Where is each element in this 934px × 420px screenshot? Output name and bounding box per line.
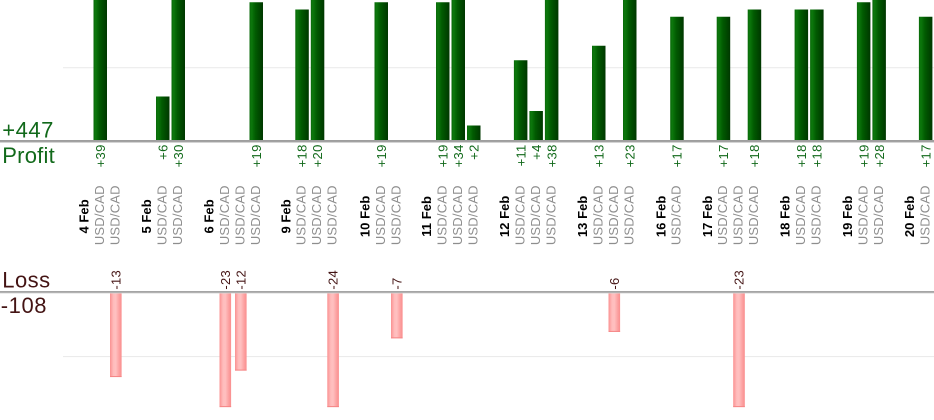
svg-text:12 Feb: 12 Feb	[497, 196, 512, 237]
svg-text:USD/CAD: USD/CAD	[232, 185, 247, 245]
svg-text:-7: -7	[389, 277, 404, 289]
svg-text:USD/CAD: USD/CAD	[154, 185, 169, 245]
svg-text:+18: +18	[809, 144, 824, 167]
svg-text:+13: +13	[591, 144, 606, 167]
svg-text:+18: +18	[747, 144, 762, 167]
svg-text:USD/CAD: USD/CAD	[325, 185, 340, 245]
svg-text:USD/CAD: USD/CAD	[528, 185, 543, 245]
svg-text:10 Feb: 10 Feb	[358, 196, 373, 237]
svg-text:USD/CAD: USD/CAD	[92, 185, 107, 245]
svg-text:+30: +30	[171, 144, 186, 167]
svg-text:USD/CAD: USD/CAD	[543, 185, 558, 245]
svg-text:13 Feb: 13 Feb	[575, 196, 590, 237]
svg-text:USD/CAD: USD/CAD	[731, 185, 746, 245]
svg-text:+19: +19	[435, 144, 450, 167]
svg-text:Loss: Loss	[2, 268, 50, 293]
svg-text:-24: -24	[326, 270, 341, 290]
svg-text:USD/CAD: USD/CAD	[107, 185, 122, 245]
svg-text:19 Feb: 19 Feb	[840, 196, 855, 237]
svg-text:+447: +447	[2, 118, 54, 143]
svg-text:+28: +28	[872, 144, 887, 167]
svg-text:9 Feb: 9 Feb	[278, 199, 293, 233]
svg-text:USD/CAD: USD/CAD	[170, 185, 185, 245]
svg-text:+17: +17	[716, 144, 731, 167]
svg-text:11 Feb: 11 Feb	[419, 196, 434, 237]
svg-text:+34: +34	[451, 144, 466, 167]
svg-text:USD/CAD: USD/CAD	[621, 185, 636, 245]
svg-text:+6: +6	[155, 144, 170, 159]
svg-text:-13: -13	[108, 270, 123, 290]
svg-text:+19: +19	[856, 144, 871, 167]
svg-text:USD/CAD: USD/CAD	[294, 185, 309, 245]
svg-text:+2: +2	[466, 144, 481, 159]
svg-text:USD/CAD: USD/CAD	[388, 185, 403, 245]
svg-text:USD/CAD: USD/CAD	[434, 185, 449, 245]
svg-text:+17: +17	[918, 144, 933, 167]
svg-text:USD/CAD: USD/CAD	[855, 185, 870, 245]
svg-text:-12: -12	[233, 270, 248, 290]
svg-text:+18: +18	[794, 144, 809, 167]
svg-text:USD/CAD: USD/CAD	[590, 185, 605, 245]
svg-text:USD/CAD: USD/CAD	[450, 185, 465, 245]
svg-text:+23: +23	[622, 144, 637, 167]
svg-text:+38: +38	[544, 144, 559, 167]
svg-text:USD/CAD: USD/CAD	[373, 185, 388, 245]
svg-text:USD/CAD: USD/CAD	[309, 185, 324, 245]
svg-text:-6: -6	[607, 277, 622, 289]
svg-text:USD/CAD: USD/CAD	[248, 185, 263, 245]
svg-text:+20: +20	[310, 144, 325, 167]
svg-text:+4: +4	[529, 144, 544, 159]
svg-text:USD/CAD: USD/CAD	[715, 185, 730, 245]
svg-text:USD/CAD: USD/CAD	[746, 185, 761, 245]
svg-text:USD/CAD: USD/CAD	[606, 185, 621, 245]
svg-text:-108: -108	[1, 293, 47, 318]
svg-text:USD/CAD: USD/CAD	[217, 185, 232, 245]
svg-text:Profit: Profit	[2, 143, 55, 168]
svg-text:20 Feb: 20 Feb	[902, 196, 917, 237]
svg-text:17 Feb: 17 Feb	[700, 196, 715, 237]
svg-text:-23: -23	[218, 270, 233, 290]
svg-text:+18: +18	[295, 144, 310, 167]
svg-text:4 Feb: 4 Feb	[77, 199, 92, 233]
svg-text:USD/CAD: USD/CAD	[871, 185, 886, 245]
svg-text:USD/CAD: USD/CAD	[512, 185, 527, 245]
svg-text:+11: +11	[513, 144, 528, 166]
svg-text:+17: +17	[670, 144, 685, 167]
svg-text:16 Feb: 16 Feb	[653, 196, 668, 237]
svg-text:+19: +19	[249, 144, 264, 167]
svg-text:5 Feb: 5 Feb	[139, 199, 154, 233]
svg-text:18 Feb: 18 Feb	[778, 196, 793, 237]
svg-text:USD/CAD: USD/CAD	[793, 185, 808, 245]
svg-text:+39: +39	[93, 144, 108, 167]
svg-text:+19: +19	[374, 144, 389, 167]
svg-text:-23: -23	[732, 270, 747, 290]
svg-text:6 Feb: 6 Feb	[202, 199, 217, 233]
svg-text:USD/CAD: USD/CAD	[917, 185, 932, 245]
svg-text:USD/CAD: USD/CAD	[669, 185, 684, 245]
svg-text:USD/CAD: USD/CAD	[465, 185, 480, 245]
svg-text:USD/CAD: USD/CAD	[808, 185, 823, 245]
